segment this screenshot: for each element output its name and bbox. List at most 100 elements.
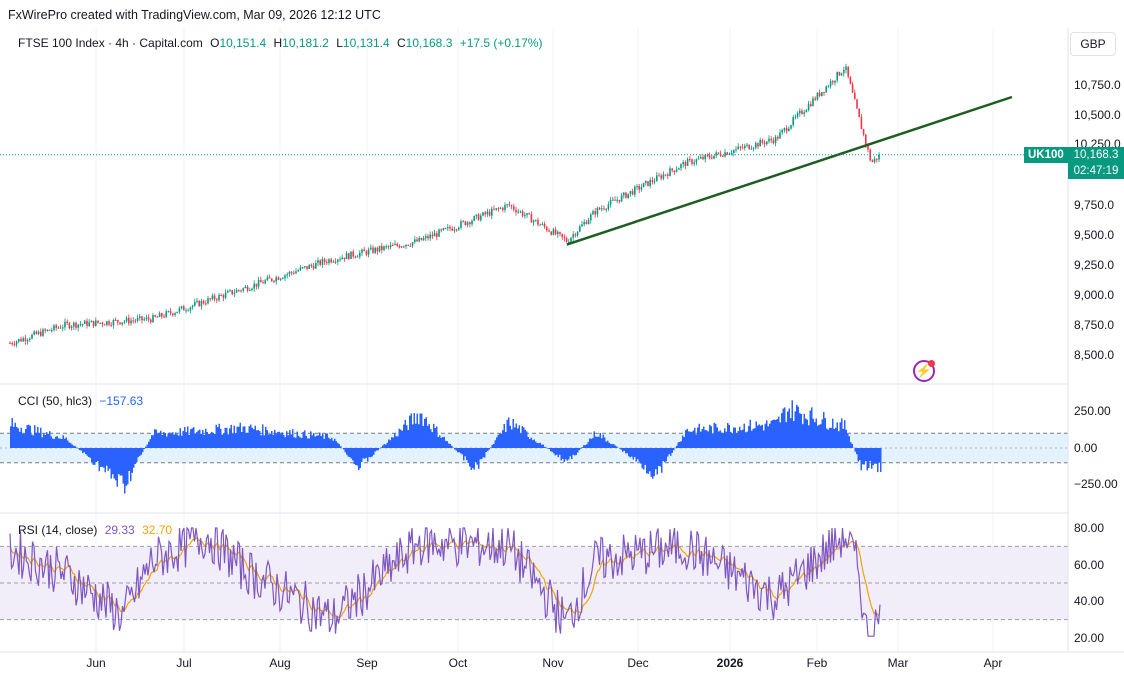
cci-bar xyxy=(721,432,723,448)
cci-bar xyxy=(364,448,366,459)
cci-bar xyxy=(13,426,15,448)
cci-bar xyxy=(608,442,610,448)
cci-bar xyxy=(373,448,375,455)
bolt-icon[interactable]: ⚡ xyxy=(913,360,935,382)
candle-body xyxy=(326,262,328,264)
candle-body xyxy=(284,275,286,279)
cci-bar xyxy=(293,437,295,448)
cci-bar xyxy=(446,441,448,448)
candle-body xyxy=(136,317,139,321)
cci-bar xyxy=(238,426,240,448)
cci-bar xyxy=(644,448,646,465)
cci-bar xyxy=(778,416,780,448)
cci-bar xyxy=(296,431,298,448)
candle-body xyxy=(865,134,867,145)
cci-bar xyxy=(29,425,31,448)
cci-bar xyxy=(808,425,810,448)
candle-body xyxy=(134,320,137,322)
cci-bar xyxy=(838,431,840,448)
candle-body xyxy=(40,331,42,336)
cci-bar xyxy=(824,418,826,448)
cci-bar xyxy=(638,448,640,462)
symbol-badge[interactable]: UK100 xyxy=(1024,147,1068,163)
candle-body xyxy=(631,191,634,195)
cci-bar xyxy=(397,436,399,448)
cci-bar xyxy=(385,444,387,448)
candle-body xyxy=(26,339,29,342)
candle-body xyxy=(411,242,414,246)
cci-bar xyxy=(211,431,213,448)
candle-body xyxy=(759,140,761,147)
cci-bar xyxy=(791,400,793,448)
candle-body xyxy=(361,249,363,253)
candle-body xyxy=(422,238,425,241)
candle-body xyxy=(829,81,832,87)
trendline[interactable] xyxy=(566,95,1013,246)
main-legend[interactable]: FTSE 100 Index · 4h · Capital.com O10,15… xyxy=(18,36,546,50)
last-price-badge[interactable]: 10,168.3 02:47:19 xyxy=(1068,147,1124,179)
cci-tick: −250.00 xyxy=(1074,477,1118,491)
candle-body xyxy=(444,228,447,230)
cci-bar xyxy=(97,448,99,462)
candle-body xyxy=(323,259,326,263)
cci-bar xyxy=(470,448,472,470)
candle-body xyxy=(682,162,684,165)
candle-body xyxy=(856,99,858,109)
cci-bar xyxy=(596,436,598,448)
candle-body xyxy=(431,234,434,237)
cci-bar xyxy=(361,448,363,462)
candle-body xyxy=(638,186,640,190)
cci-bar xyxy=(571,448,573,460)
cci-bar xyxy=(538,443,540,448)
candle-body xyxy=(290,271,293,273)
cci-tick: 250.00 xyxy=(1074,404,1111,418)
cci-bar xyxy=(62,435,64,448)
cci-bar xyxy=(106,448,108,466)
cci-bar xyxy=(391,437,393,448)
candle-body xyxy=(279,278,282,280)
close-label: C xyxy=(396,36,406,50)
candle-body xyxy=(570,237,572,242)
candle-body xyxy=(862,129,865,135)
cci-bar xyxy=(338,444,340,448)
cci-bar xyxy=(358,448,360,471)
cci-bar xyxy=(806,419,808,448)
cci-bar xyxy=(244,426,246,448)
cci-bar xyxy=(523,427,525,448)
cci-bar xyxy=(751,430,753,448)
cci-bar xyxy=(736,433,738,448)
cci-title: CCI (50, hlc3) xyxy=(18,394,93,408)
candle-body xyxy=(576,231,579,236)
candle-body xyxy=(224,292,227,298)
cci-bar xyxy=(65,437,67,448)
cci-bar xyxy=(76,447,78,448)
currency-button[interactable]: GBP xyxy=(1070,32,1116,56)
cci-bar xyxy=(305,436,307,448)
cci-bar xyxy=(344,448,346,453)
cci-legend[interactable]: CCI (50, hlc3) −157.63 xyxy=(18,394,147,408)
cci-bar xyxy=(212,432,214,448)
candle-body xyxy=(35,331,38,335)
cci-bar xyxy=(50,436,52,448)
cci-bar xyxy=(221,434,223,448)
month-tick: Feb xyxy=(806,656,828,670)
cci-bar xyxy=(490,447,492,448)
cci-bar xyxy=(469,448,471,467)
candle-body xyxy=(603,208,605,210)
cci-bar xyxy=(64,438,66,448)
candle-body xyxy=(640,187,643,190)
candle-body xyxy=(425,236,427,239)
candle-body xyxy=(805,109,808,113)
candle-body xyxy=(755,143,757,148)
candle-body xyxy=(722,155,724,157)
cci-bar xyxy=(866,448,868,471)
candle-body xyxy=(728,153,731,155)
cci-bar xyxy=(203,434,205,448)
cci-bar xyxy=(253,429,255,448)
cci-bar xyxy=(313,433,315,448)
rsi-legend[interactable]: RSI (14, close) 29.33 32.70 xyxy=(18,523,176,537)
candle-body xyxy=(647,181,649,186)
cci-bar xyxy=(163,432,165,448)
cci-bar xyxy=(694,427,696,448)
